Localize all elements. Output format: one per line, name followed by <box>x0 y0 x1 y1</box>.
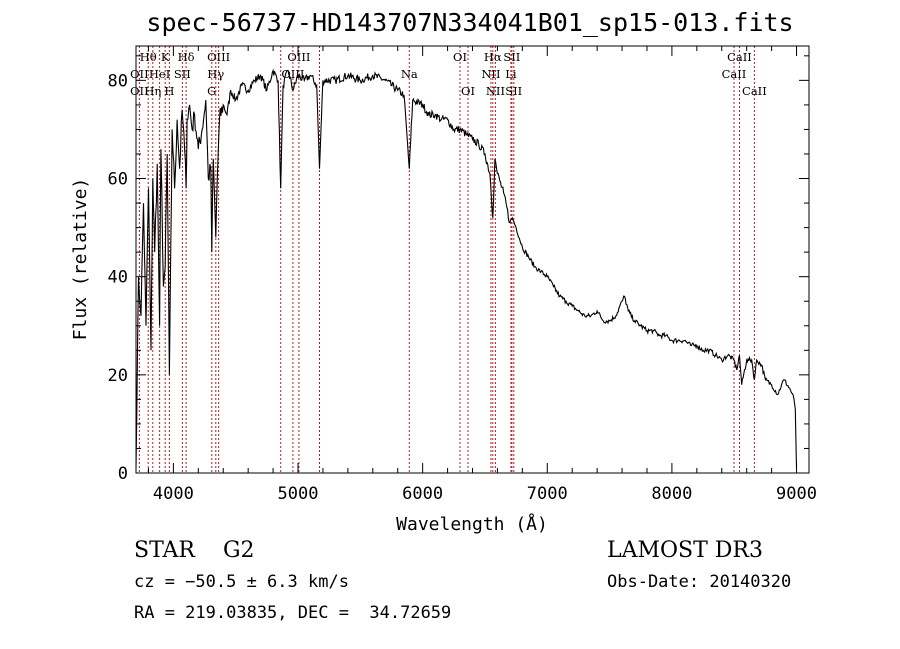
x-tick-label: 5000 <box>278 484 319 504</box>
spectral-line-label: HeI <box>149 67 170 81</box>
flux-spectrum-line <box>135 68 798 469</box>
spectral-line-label: OII <box>130 84 149 98</box>
x-tick-label: 8000 <box>651 484 692 504</box>
spectral-line-label: Hγ <box>207 67 224 81</box>
spectral-line-markers <box>138 46 755 473</box>
spectral-line-label: OIII <box>281 67 304 81</box>
y-axis-label: Flux (relative) <box>70 178 91 341</box>
x-axis: 4000 5000 6000 7000 8000 9000 <box>147 46 817 504</box>
spectral-line-label: Na <box>401 67 418 81</box>
survey-name: LAMOST DR3 <box>607 538 763 563</box>
y-tick-label: 0 <box>118 464 128 484</box>
x-tick-label: 6000 <box>402 484 443 504</box>
spectral-line-label: CaII <box>722 67 747 81</box>
spectral-line-label: SII <box>503 50 520 64</box>
observation-date: Obs-Date: 20140320 <box>607 572 792 592</box>
spectral-line-label: Hδ <box>178 50 195 64</box>
spectral-line-label: OIII <box>207 50 230 64</box>
spectral-line-label: H <box>164 84 174 98</box>
spectral-line-label: OIII <box>287 50 310 64</box>
chart-title: spec-56737-HD143707N334041B01_sp15-013.f… <box>146 8 794 37</box>
spectral-line-label: OI <box>461 84 475 98</box>
spectral-line-label: SII <box>174 67 191 81</box>
coordinates-readout: RA = 219.03835, DEC = 34.72659 <box>134 603 452 623</box>
spectral-line-label: NII <box>486 84 505 98</box>
x-tick-label: 4000 <box>153 484 194 504</box>
y-tick-label: 20 <box>108 366 128 386</box>
y-tick-label: 80 <box>108 71 128 91</box>
spectral-line-label: CaII <box>742 84 767 98</box>
x-axis-label: Wavelength (Å) <box>396 513 548 535</box>
y-tick-label: 60 <box>108 170 128 190</box>
spectral-line-label: Hη <box>144 84 161 98</box>
spectral-line-label: CaII <box>727 50 752 64</box>
y-axis: 0 20 40 60 80 <box>108 55 809 484</box>
y-tick-label: 40 <box>108 268 128 288</box>
spectral-line-label: SII <box>505 84 522 98</box>
plot-frame <box>135 45 810 474</box>
spectral-line-label: Hα <box>484 50 502 64</box>
spectral-line-label: OII <box>130 67 149 81</box>
redshift-readout: cz = −50.5 ± 6.3 km/s <box>134 572 349 592</box>
spectral-line-label: OI <box>453 50 467 64</box>
x-tick-label: 9000 <box>776 484 817 504</box>
x-tick-label: 7000 <box>527 484 568 504</box>
spectral-line-label: K <box>161 50 170 64</box>
spectral-line-label: Li <box>505 67 517 81</box>
object-type: STAR G2 <box>134 538 255 563</box>
spectral-line-label: NII <box>481 67 500 81</box>
spectral-line-label: Hθ <box>140 50 157 64</box>
spectral-line-label: G <box>207 84 216 98</box>
